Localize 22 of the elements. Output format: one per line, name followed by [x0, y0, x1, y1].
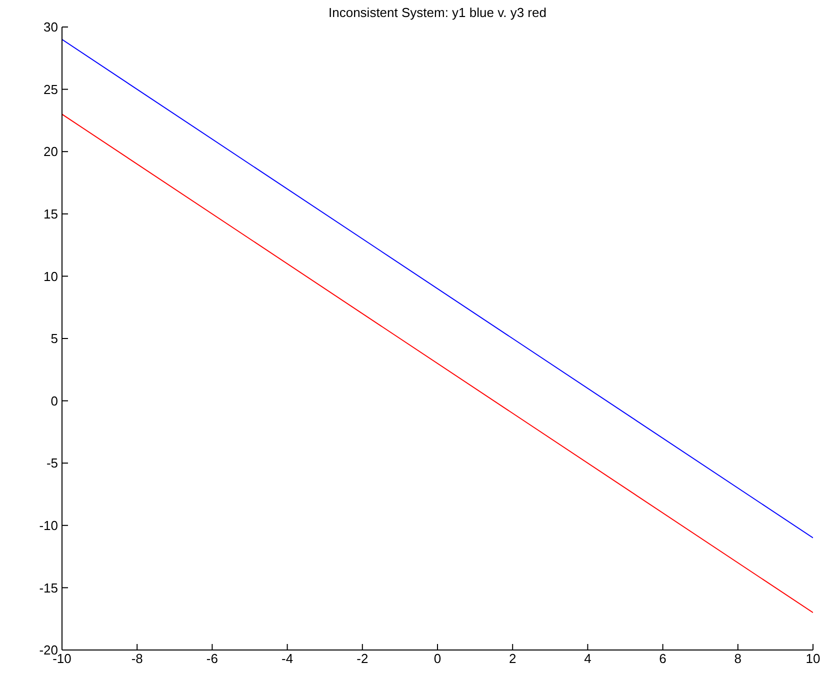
y-tick-label: 10	[44, 268, 58, 284]
x-tick-label: 4	[584, 651, 592, 666]
x-tick-label: 2	[508, 651, 516, 666]
y-tick-label: -5	[46, 456, 58, 471]
x-tick-label: -6	[206, 651, 218, 666]
chart-title: Inconsistent System: y1 blue v. y3 red	[328, 5, 548, 20]
y-tick-label: 30	[44, 20, 58, 35]
y-tick-label: -10	[39, 518, 58, 534]
y-tick-label: 25	[44, 82, 58, 97]
y-tick-label: -20	[39, 642, 58, 658]
y-tick-label: -15	[39, 580, 58, 596]
x-tick-label: 10	[806, 651, 820, 666]
y-tick-label: 5	[50, 331, 58, 346]
y-tick-label: 15	[44, 206, 58, 222]
x-tick-label: -2	[356, 651, 368, 666]
y-tick-label: 20	[44, 144, 58, 160]
x-tick-label: 8	[734, 651, 742, 666]
x-tick-label: -8	[131, 651, 143, 666]
y-tick-label: 0	[50, 393, 58, 408]
x-tick-label: 0	[434, 651, 442, 666]
x-tick-label: 6	[659, 651, 666, 666]
x-tick-label: -4	[282, 651, 294, 666]
